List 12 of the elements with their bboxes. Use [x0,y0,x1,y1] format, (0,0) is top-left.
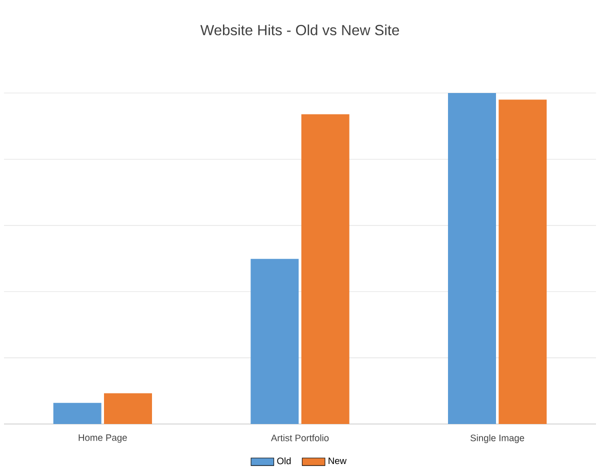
bar [301,114,350,424]
chart-title: Website Hits - Old vs New Site [200,24,400,36]
x-tick-label: Home Page [78,434,127,443]
legend-label: Old [277,457,291,464]
x-tick-label: Single Image [470,434,524,444]
bar [53,402,102,424]
bar [104,393,152,424]
x-tick-label: Artist Portfolio [270,434,329,442]
bar [498,100,547,424]
legend-label: New [328,458,347,464]
bar [448,93,496,424]
bar [250,258,299,424]
